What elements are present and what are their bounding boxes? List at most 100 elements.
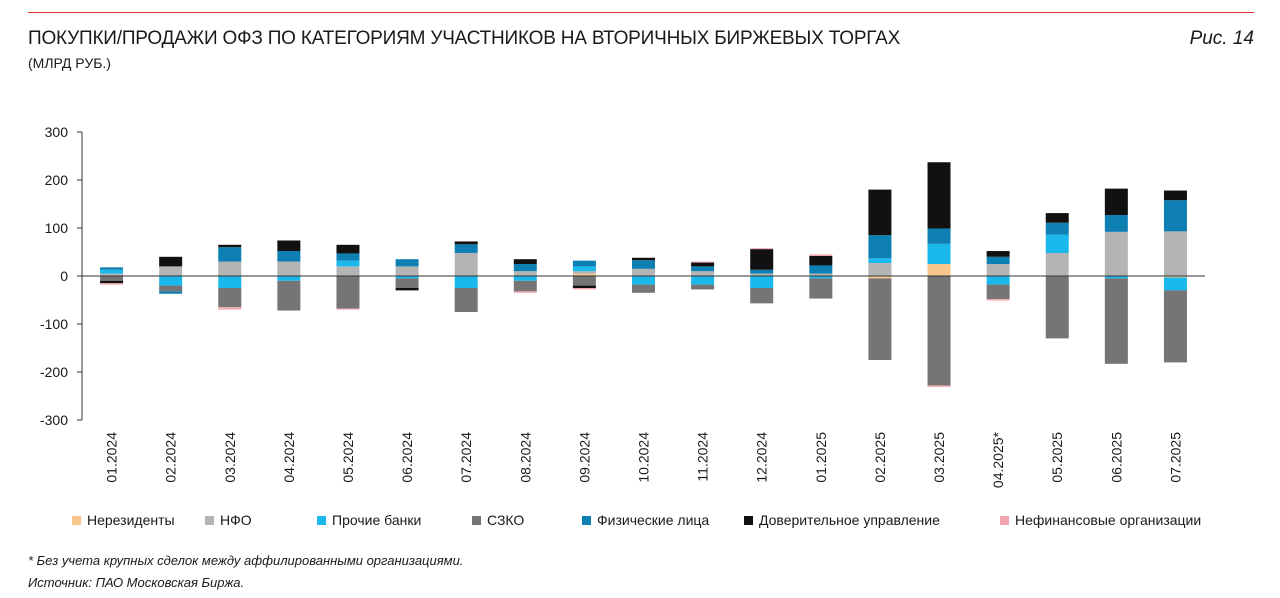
- bar-segment: [1163, 200, 1187, 232]
- bar-segment: [513, 280, 537, 292]
- footnote: * Без учета крупных сделок между аффилир…: [28, 553, 464, 568]
- bar-segment: [277, 251, 301, 262]
- legend-swatch: [582, 515, 591, 525]
- bar-segment: [691, 271, 715, 276]
- bar-segment: [750, 273, 774, 276]
- bar-segment: [691, 261, 715, 263]
- x-tick-label: 10.2024: [636, 432, 652, 483]
- bar-segment: [632, 257, 655, 261]
- bar-segment: [1104, 278, 1128, 364]
- bar-segment: [1163, 231, 1187, 276]
- bar-segment: [572, 276, 596, 286]
- bar-segment: [632, 276, 655, 285]
- bar-segment: [1045, 276, 1069, 339]
- bar-segment: [395, 288, 419, 291]
- bar-segment: [750, 249, 774, 270]
- bar-segment: [691, 262, 715, 267]
- bar-segment: [100, 276, 124, 281]
- bar-segment: [513, 259, 537, 264]
- bar-segment: [986, 251, 1010, 257]
- bar-segment: [454, 276, 478, 288]
- bar-segment: [572, 273, 596, 276]
- bar-segment: [277, 276, 301, 281]
- legend-label: НФО: [220, 512, 252, 528]
- y-tick-label: -100: [40, 316, 68, 332]
- legend-swatch: [744, 515, 753, 525]
- bar-segment: [513, 271, 537, 276]
- bar-segment: [336, 260, 360, 267]
- bar-segment: [159, 285, 183, 292]
- bar-segment: [691, 276, 715, 285]
- x-tick-label: 04.2025*: [990, 431, 1006, 488]
- x-tick-label: 03.2025: [931, 432, 947, 483]
- legend-swatch: [205, 515, 214, 525]
- legend-label: Нефинансовые организации: [1015, 512, 1202, 528]
- x-tick-label: 12.2024: [754, 432, 770, 483]
- bar-segment: [868, 278, 892, 360]
- bar-segment: [572, 288, 596, 290]
- bar-segment: [218, 244, 242, 248]
- bar-segment: [1104, 231, 1128, 276]
- bar-segment: [572, 266, 596, 272]
- bar-segment: [632, 284, 655, 293]
- bar-segment: [927, 264, 951, 276]
- bar-segment: [336, 244, 360, 254]
- bar-segment: [1104, 276, 1128, 279]
- legend-item: Нерезиденты: [72, 512, 175, 528]
- legend-label: СЗКО: [487, 512, 525, 528]
- bar-segment: [454, 241, 478, 245]
- bar-segment: [809, 255, 833, 266]
- bar-segment: [750, 276, 774, 288]
- legend-item: Доверительное управление: [744, 512, 940, 528]
- stacked-bar-chart: 300 200 100 0 -100 -200 -300 01.2024 02.2024 03.2…: [40, 124, 1205, 488]
- bar-segment: [218, 307, 242, 310]
- x-tick-label: 01.2024: [104, 432, 120, 483]
- top-rule: [28, 12, 1254, 13]
- bar-segment: [691, 266, 715, 272]
- bar-segment: [986, 256, 1010, 264]
- bar-segment: [1163, 276, 1187, 278]
- bar-segment: [159, 291, 183, 294]
- bar-segment: [750, 269, 774, 274]
- bar-segment: [218, 261, 242, 276]
- bar-segment: [1163, 277, 1187, 291]
- bar-segment: [454, 288, 478, 312]
- bar-segment: [986, 284, 1010, 300]
- x-tick-label: 01.2025: [813, 432, 829, 483]
- legend-label: Физические лица: [597, 512, 710, 528]
- x-tick-label: 06.2024: [399, 432, 415, 483]
- bar-segment: [927, 228, 951, 244]
- bar-segment: [277, 240, 301, 252]
- bar-segment: [927, 276, 951, 386]
- bar-segment: [809, 273, 833, 276]
- bar-segment: [218, 288, 242, 308]
- x-tick-label: 02.2024: [163, 432, 179, 483]
- bar-segment: [1163, 190, 1187, 201]
- bar-segment: [100, 283, 124, 285]
- bar-segment: [986, 264, 1010, 276]
- x-tick-label: 07.2024: [458, 432, 474, 483]
- legend-swatch: [472, 515, 481, 525]
- bar-segment: [809, 265, 833, 274]
- bar-segment: [691, 284, 715, 290]
- bar-segment: [986, 276, 1010, 285]
- bar-segment: [395, 266, 419, 276]
- bar-segment: [1045, 213, 1069, 223]
- bar-segment: [159, 276, 183, 286]
- bar-segment: [513, 291, 537, 293]
- figure-label: Рис. 14: [1189, 28, 1254, 49]
- x-tick-label: 03.2024: [222, 432, 238, 483]
- bar-segment: [395, 278, 419, 288]
- bar-segment: [1045, 252, 1069, 276]
- bar-segment: [218, 247, 242, 262]
- chart-legend: Нерезиденты НФО Прочие банки СЗКО Физические…: [72, 512, 1252, 534]
- y-tick-label: -200: [40, 364, 68, 380]
- legend-swatch: [317, 515, 326, 525]
- legend-item: СЗКО: [472, 512, 524, 528]
- x-tick-label: 11.2024: [695, 432, 711, 482]
- bar-segment: [1104, 215, 1128, 232]
- source-note: Источник: ПАО Московская Биржа.: [28, 575, 245, 590]
- bar-segment: [750, 288, 774, 304]
- legend-item: Нефинансовые организации: [1000, 512, 1201, 528]
- bar-segment: [100, 269, 124, 274]
